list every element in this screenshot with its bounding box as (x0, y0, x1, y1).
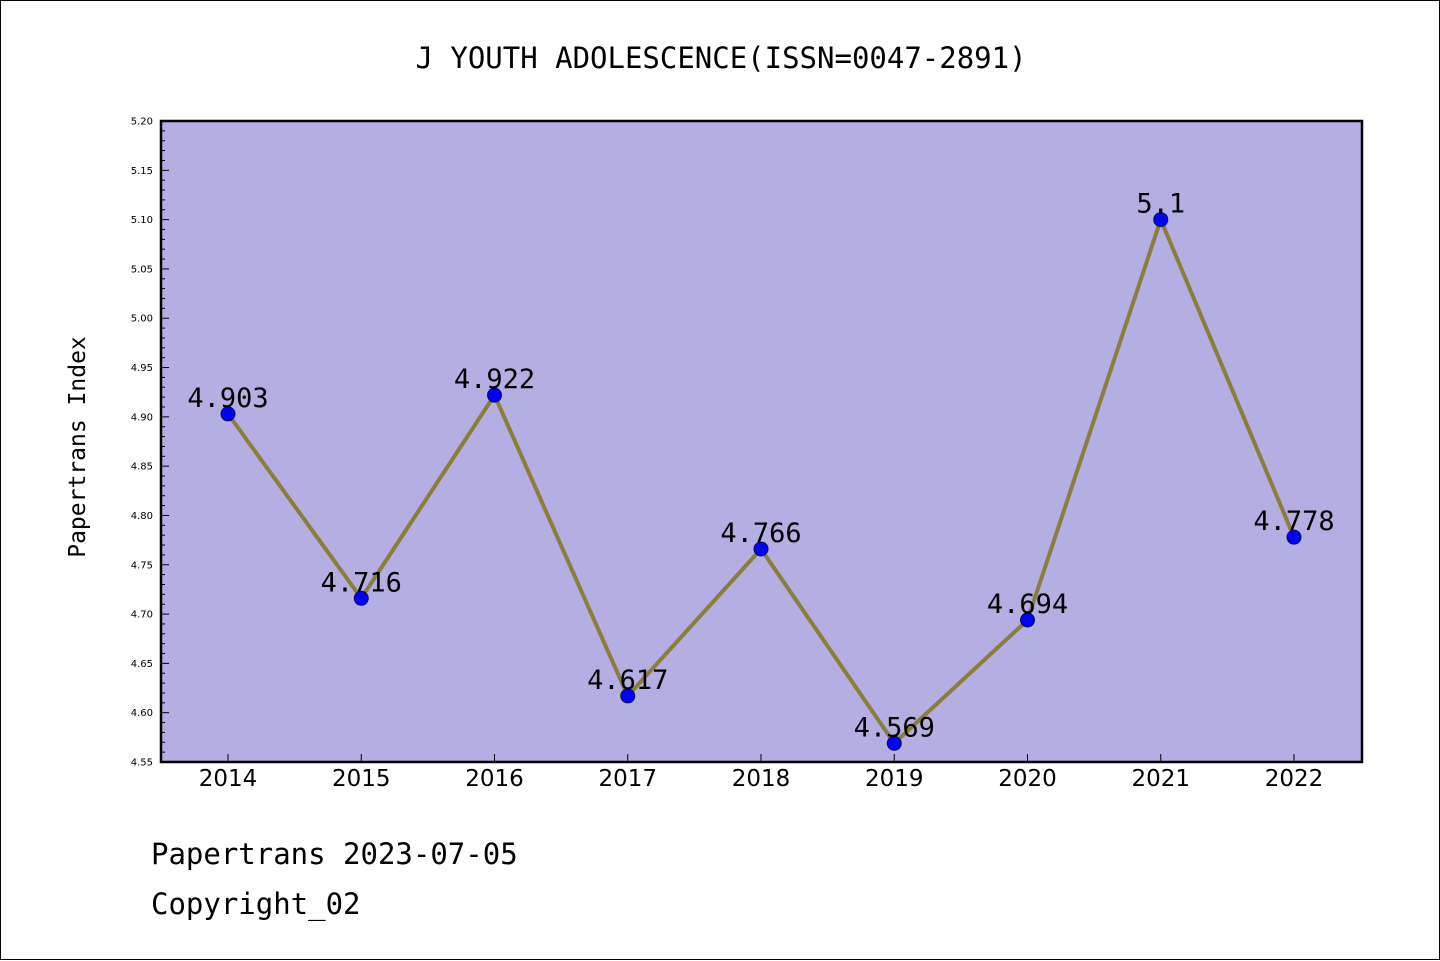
y-tick-label: 4.75 (131, 560, 153, 571)
y-axis: 4.55 4.60 4.65 4.70 4.75 4.80 4.85 4.90 4.95 5.00… (131, 117, 169, 769)
data-label: 4.766 (720, 518, 801, 549)
y-tick-label: 5.05 (131, 264, 153, 275)
data-label: 4.778 (1253, 506, 1334, 537)
y-tick-label: 5.10 (131, 215, 153, 226)
y-tick-label: 4.85 (131, 462, 153, 473)
chart-title: J YOUTH ADOLESCENCE(ISSN=0047-2891) (415, 41, 1026, 75)
x-tick-label: 2022 (1265, 766, 1324, 792)
footer-copyright: Copyright_02 (151, 887, 361, 921)
data-point (1153, 212, 1169, 228)
y-tick-label: 5.00 (131, 314, 153, 325)
data-point (220, 406, 236, 422)
x-tick-label: 2019 (865, 766, 924, 792)
series-papertrans-index: 4.903 4.716 4.922 4.617 4.766 4.569 4.694 5.1 4.… (187, 189, 1335, 751)
x-tick-label: 2021 (1131, 766, 1190, 792)
x-tick-label: 2014 (199, 766, 258, 792)
y-tick-label: 4.60 (131, 708, 153, 719)
data-label: 4.617 (587, 665, 668, 696)
y-tick-label: 4.95 (131, 363, 153, 374)
x-tick-label: 2020 (998, 766, 1057, 792)
footer-date: Papertrans 2023-07-05 (151, 837, 518, 871)
data-label: 4.716 (321, 567, 402, 598)
y-tick-label: 4.55 (131, 758, 153, 769)
data-point (753, 541, 769, 557)
y-tick-label: 5.20 (131, 117, 153, 128)
x-tick-label: 2018 (732, 766, 791, 792)
y-tick-label: 4.90 (131, 412, 153, 423)
y-axis-label: Papertrans Index (65, 336, 91, 558)
x-axis: 2014 2015 2016 2017 2018 2019 2020 2021 2022 (199, 754, 1324, 792)
data-point (886, 735, 902, 751)
data-label: 5.1 (1136, 189, 1185, 220)
y-tick-label: 5.15 (131, 166, 153, 177)
x-tick-label: 2017 (598, 766, 657, 792)
data-point (1286, 529, 1302, 545)
data-label: 4.903 (187, 383, 268, 414)
x-tick-label: 2015 (332, 766, 391, 792)
data-point (1020, 612, 1035, 628)
data-point (353, 590, 369, 606)
plot-area (159, 119, 1364, 764)
data-label: 4.694 (987, 589, 1068, 620)
x-tick-label: 2016 (465, 766, 524, 792)
y-tick-label: 4.80 (131, 511, 153, 522)
data-label: 4.569 (854, 712, 935, 743)
data-point (620, 688, 636, 704)
y-tick-label: 4.70 (131, 610, 153, 621)
data-point (487, 387, 502, 403)
data-label: 4.922 (454, 364, 535, 395)
y-tick-label: 4.65 (131, 659, 153, 670)
